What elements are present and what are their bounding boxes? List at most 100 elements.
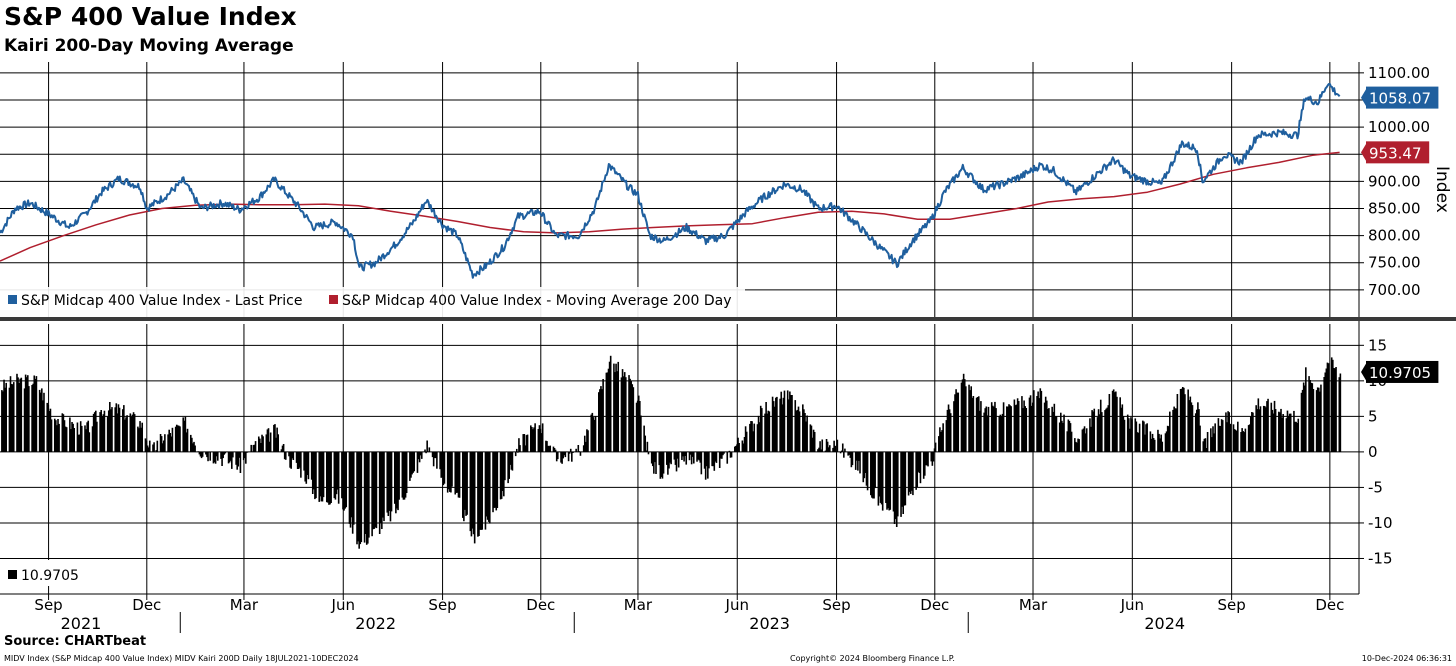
kairi-bar	[100, 410, 102, 452]
kairi-bar	[78, 434, 81, 452]
kairi-bar	[478, 451, 480, 536]
kairi-bar	[855, 451, 858, 461]
kairi-bar	[446, 451, 449, 493]
kairi-bar	[1030, 405, 1033, 452]
kairi-bar	[697, 451, 699, 460]
kairi-bar	[371, 451, 373, 537]
kairi-bar	[1303, 385, 1306, 452]
source-note: Source: CHARTbeat	[4, 634, 147, 649]
kairi-bar	[168, 429, 170, 452]
kairi-bar	[153, 442, 155, 452]
kairi-bar	[1244, 428, 1247, 452]
legend-label-kairi: 10.9705	[21, 568, 79, 584]
kairi-bar	[688, 451, 691, 461]
kairi-bar	[80, 425, 83, 452]
kairi-bar	[305, 451, 308, 484]
xtick-label: Sep	[428, 596, 456, 614]
kairi-bar	[972, 396, 975, 452]
last-price-callout: 1058.07	[1361, 86, 1439, 109]
kairi-bar	[718, 451, 721, 468]
kairi-bar	[560, 451, 562, 463]
kairi-bar	[1061, 420, 1063, 452]
kairi-bar	[1196, 409, 1198, 452]
kairi-bar	[206, 451, 208, 458]
kairi-bar	[96, 421, 98, 452]
kairi-bar	[819, 441, 821, 452]
chart-title: S&P 400 Value Index	[4, 2, 297, 31]
kairi-bar	[691, 451, 694, 457]
kairi-bar	[864, 451, 867, 473]
kairi-bar	[280, 449, 283, 452]
kairi-bar	[911, 451, 913, 491]
kairi-bar	[1285, 418, 1288, 452]
kairi-bar	[508, 451, 511, 479]
kairi-bar	[561, 451, 563, 464]
kairi-bar	[893, 451, 896, 524]
kairi-bar	[419, 451, 422, 456]
kairi-bar	[811, 437, 814, 452]
kairi-bar	[1227, 411, 1229, 452]
kairi-bar	[306, 451, 309, 475]
kairi-bar	[926, 451, 928, 466]
kairi-bar	[1160, 434, 1162, 452]
kairi-bar	[1002, 402, 1005, 452]
kairi-bar	[254, 441, 257, 452]
kairi-bar	[591, 412, 594, 452]
kairi-bar	[70, 429, 72, 452]
kairi-bar	[796, 409, 799, 452]
kairi-bar	[208, 451, 210, 453]
kairi-bar	[383, 451, 385, 522]
kairi-bar	[343, 451, 345, 511]
kairi-bar	[1083, 426, 1086, 452]
kairi-bar	[526, 434, 529, 452]
kairi-bar	[999, 414, 1002, 452]
kairi-bar	[111, 407, 113, 452]
kairi-bar	[239, 451, 242, 473]
kairi-bar	[38, 389, 41, 452]
kairi-bar	[56, 425, 58, 452]
kairi-bar	[393, 451, 396, 504]
kairi-bar	[500, 451, 503, 499]
kairi-bar	[961, 379, 964, 452]
kairi-bar	[940, 431, 942, 452]
kairi-bar	[698, 451, 700, 461]
kairi-bar	[623, 372, 626, 452]
kairi-bar	[563, 451, 566, 456]
kairi-bar	[231, 451, 233, 469]
kairi-bar	[42, 400, 44, 452]
kairi-bar	[1037, 391, 1039, 452]
kairi-bar	[221, 451, 223, 466]
kairi-bar	[987, 406, 990, 452]
kairi-bar	[345, 451, 348, 508]
kairi-bar	[881, 451, 884, 511]
kairi-bar	[1217, 418, 1220, 452]
kairi-bar	[537, 429, 540, 452]
kairi-bar	[1272, 413, 1275, 452]
kairi-bar	[496, 451, 499, 508]
kairi-bar	[1121, 404, 1124, 452]
kairi-bar	[1235, 430, 1238, 452]
kairi-bar	[1311, 383, 1314, 452]
kairi-bar	[284, 451, 287, 460]
kairi-bar	[643, 425, 645, 452]
kairi-bar	[1229, 423, 1232, 452]
kairi-bar	[1024, 406, 1026, 452]
kairi-bar	[949, 413, 952, 452]
kairi-bar	[170, 436, 173, 452]
footer-timestamp: 10-Dec-2024 06:36:31	[1361, 654, 1452, 663]
kairi-bar	[379, 451, 382, 523]
kairi-bar	[1044, 396, 1047, 452]
kairi-bar	[1187, 389, 1189, 452]
kairi-bar	[9, 376, 12, 452]
kairi-bar	[1325, 368, 1328, 452]
kairi-bar	[1273, 400, 1276, 452]
kairi-bar	[49, 408, 52, 452]
kairi-bar	[402, 451, 405, 500]
kairi-bar	[183, 420, 186, 452]
kairi-bar	[645, 450, 648, 452]
xtick-label: Mar	[1019, 596, 1048, 614]
kairi-bar	[758, 422, 761, 452]
kairi-bar	[737, 437, 739, 452]
kairi-bar	[436, 451, 438, 469]
kairi-bar	[26, 375, 29, 452]
